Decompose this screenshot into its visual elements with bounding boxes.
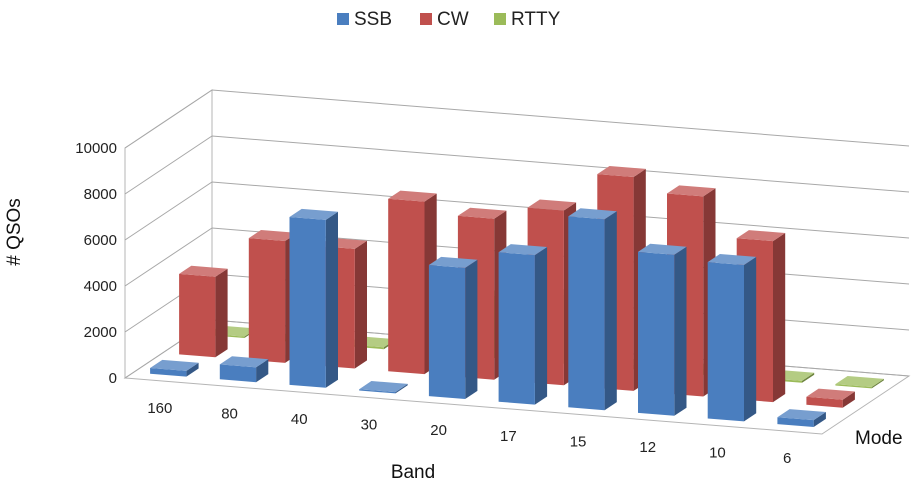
x-tick-label: 17 [500,428,517,445]
bar-ssb-80 [219,356,269,383]
legend-label-cw: CW [437,9,469,30]
x-tick-label: 6 [783,450,791,467]
bar-ssb-160 [150,359,199,377]
gridline [124,135,910,195]
legend-label-ssb: SSB [354,9,392,30]
x-tick-label: 12 [639,439,656,456]
y-tick-labels: 0 2000 4000 6000 8000 10000 [75,140,117,387]
bar-ssb-20 [428,256,478,399]
gridline [124,89,910,149]
bar-ssb-12 [638,243,687,416]
y-tick-label: 4000 [84,278,117,295]
bar-ssb-10 [707,254,757,422]
x-tick-label: 80 [221,405,238,422]
x-tick-label: 40 [291,411,308,428]
legend-swatch-ssb [337,13,349,25]
x-tick-label: 160 [147,400,172,417]
bar-ssb-40 [289,208,338,388]
bar-ssb-6 [777,409,826,427]
x-axis-title: Band [391,462,435,482]
y-tick-label: 2000 [84,324,117,341]
gridline [124,181,910,241]
x-tick-label: 20 [430,422,447,439]
bar-ssb-30 [359,381,408,394]
bar-ssb-15 [568,208,617,411]
legend-swatch-rtty [494,13,506,25]
z-axis-title: Mode [855,428,903,449]
legend: SSB CW RTTY [337,9,561,30]
y-tick-label: 8000 [84,186,117,203]
bar-cw-6 [806,388,855,408]
x-tick-label: 15 [570,433,587,450]
bar-ssb-17 [498,244,548,405]
y-tick-label: 0 [109,370,117,387]
y-tick-label: 6000 [84,232,117,249]
y-axis-title: # QSOs [4,198,25,266]
y-tick-label: 10000 [75,140,117,157]
bar-rtty-6 [835,376,884,389]
x-tick-label: 30 [361,417,378,434]
x-tick-labels: 160 80 40 30 20 17 15 12 10 6 [147,400,791,467]
legend-label-rtty: RTTY [511,9,561,30]
x-tick-label: 10 [709,445,726,462]
bars [150,166,884,427]
bar-cw-160 [179,265,228,358]
legend-swatch-cw [420,13,432,25]
